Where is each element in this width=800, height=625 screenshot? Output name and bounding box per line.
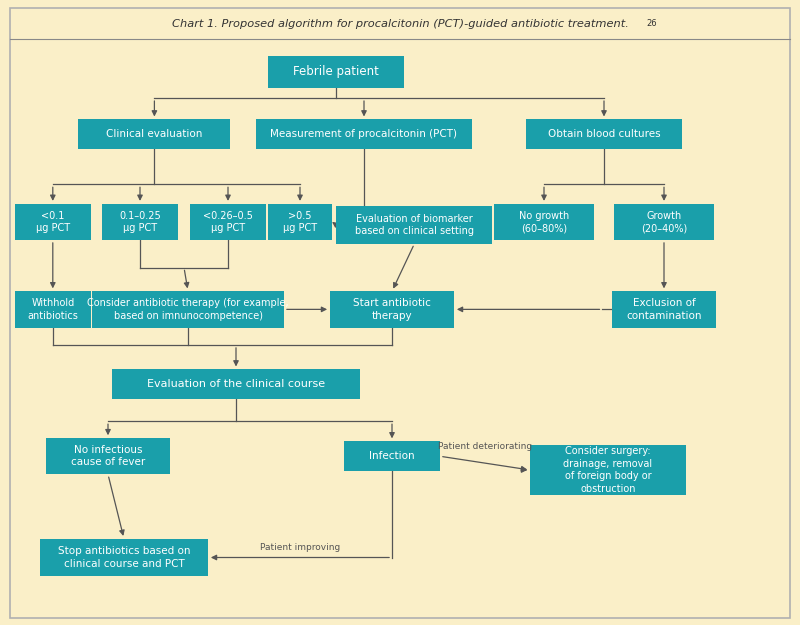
Text: Withhold
antibiotics: Withhold antibiotics [27, 298, 78, 321]
FancyBboxPatch shape [15, 291, 91, 328]
Text: 26: 26 [646, 19, 657, 28]
Text: Stop antibiotics based on
clinical course and PCT: Stop antibiotics based on clinical cours… [58, 546, 190, 569]
Text: Exclusion of
contamination: Exclusion of contamination [626, 298, 702, 321]
FancyBboxPatch shape [268, 56, 404, 88]
FancyBboxPatch shape [336, 206, 492, 244]
FancyBboxPatch shape [268, 204, 332, 240]
FancyBboxPatch shape [612, 291, 716, 328]
Text: <0.26–0.5
µg PCT: <0.26–0.5 µg PCT [203, 211, 253, 233]
Text: Febrile patient: Febrile patient [293, 66, 379, 78]
Text: No infectious
cause of fever: No infectious cause of fever [71, 445, 145, 468]
Text: Clinical evaluation: Clinical evaluation [106, 129, 202, 139]
Text: Chart 1. Proposed algorithm for procalcitonin (PCT)-guided antibiotic treatment.: Chart 1. Proposed algorithm for procalci… [171, 19, 629, 29]
FancyBboxPatch shape [92, 291, 284, 328]
Text: Growth
(20–40%): Growth (20–40%) [641, 211, 687, 233]
FancyBboxPatch shape [190, 204, 266, 240]
Text: No growth
(60–80%): No growth (60–80%) [519, 211, 569, 233]
FancyBboxPatch shape [256, 119, 472, 149]
Text: Patient deteriorating: Patient deteriorating [438, 442, 532, 451]
FancyBboxPatch shape [526, 119, 682, 149]
Text: 0.1–0.25
µg PCT: 0.1–0.25 µg PCT [119, 211, 161, 233]
FancyBboxPatch shape [344, 441, 440, 471]
Text: Patient improving: Patient improving [260, 544, 340, 552]
FancyBboxPatch shape [112, 369, 360, 399]
FancyBboxPatch shape [15, 204, 91, 240]
FancyBboxPatch shape [46, 438, 170, 474]
Text: >0.5
µg PCT: >0.5 µg PCT [283, 211, 317, 233]
FancyBboxPatch shape [530, 445, 686, 495]
FancyBboxPatch shape [494, 204, 594, 240]
FancyBboxPatch shape [102, 204, 178, 240]
FancyBboxPatch shape [330, 291, 454, 328]
Text: Infection: Infection [369, 451, 415, 461]
Text: Obtain blood cultures: Obtain blood cultures [548, 129, 660, 139]
Text: Evaluation of the clinical course: Evaluation of the clinical course [147, 379, 325, 389]
FancyBboxPatch shape [40, 539, 208, 576]
Text: Evaluation of biomarker
based on clinical setting: Evaluation of biomarker based on clinica… [355, 214, 474, 236]
Text: Consider antibiotic therapy (for example,
based on imnunocompetence): Consider antibiotic therapy (for example… [87, 298, 289, 321]
FancyBboxPatch shape [614, 204, 714, 240]
Text: Consider surgery:
drainage, removal
of foreign body or
obstruction: Consider surgery: drainage, removal of f… [563, 446, 653, 494]
Text: <0.1
µg PCT: <0.1 µg PCT [36, 211, 70, 233]
Text: Measurement of procalcitonin (PCT): Measurement of procalcitonin (PCT) [270, 129, 458, 139]
FancyBboxPatch shape [78, 119, 230, 149]
Text: Start antibiotic
therapy: Start antibiotic therapy [353, 298, 431, 321]
